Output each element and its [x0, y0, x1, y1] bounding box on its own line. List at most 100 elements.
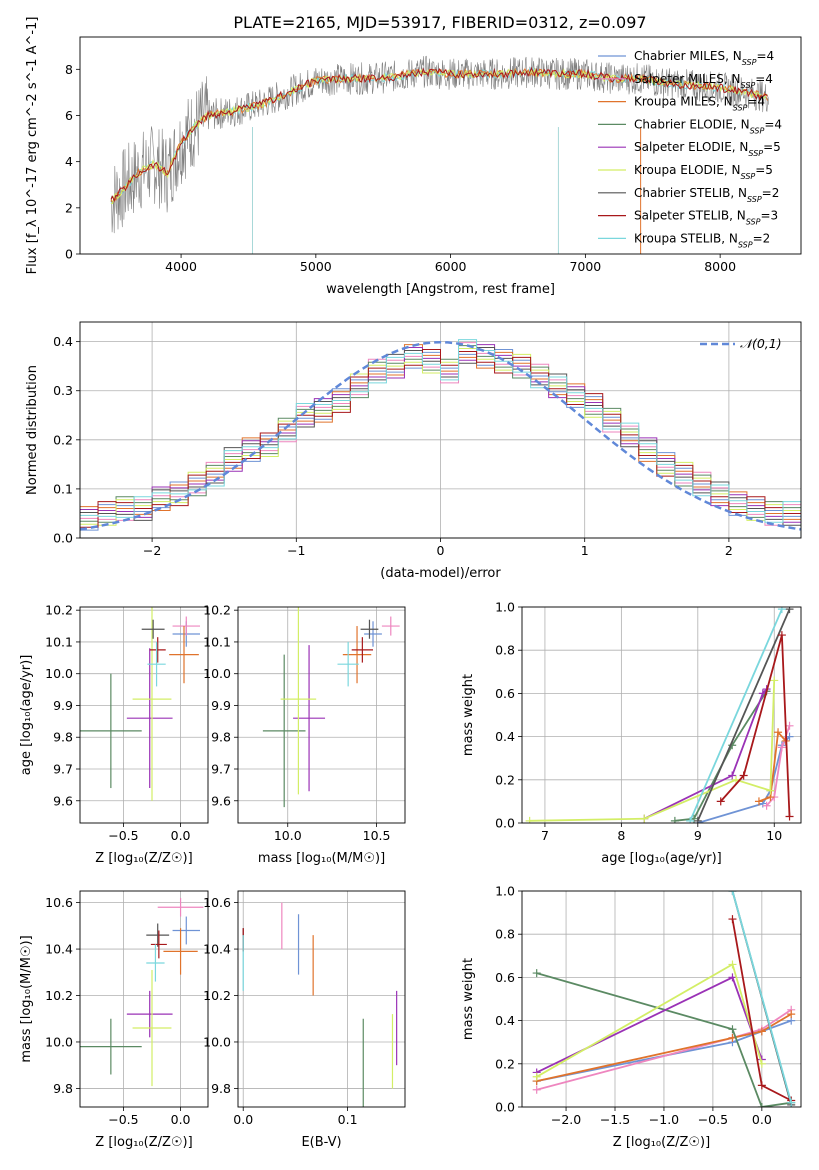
subplot-1: 4000 5000 6000 7000 8000 0 2 4 6 8 wavelength [Ang… [25, 17, 802, 297]
legend-entry-value: =3 [760, 209, 778, 223]
data-point [728, 1025, 737, 1034]
y-tick-label: 10.0 [203, 666, 231, 681]
y-tick-label: 6 [65, 108, 73, 123]
legend-entry-subscript: SSP [733, 103, 748, 112]
x-axis-label: wavelength [Angstrom, rest frame] [326, 282, 555, 297]
data-point [754, 797, 763, 806]
legend-entry: Salpeter MILES, NSSP=4 [634, 72, 773, 90]
data-point [728, 771, 737, 780]
subplot-3: −0.5 0.0 9.6 9.7 9.8 9.9 10.0 10.1 10.2 Z [log₁₀(… [19, 603, 209, 866]
data-point [532, 1072, 541, 1081]
mass-weight-line [536, 1009, 792, 1091]
gaussian-legend: 𝒩(0,1) [700, 336, 782, 351]
y-tick-label: 10.2 [45, 988, 73, 1003]
x-tick-label: −0.5 [108, 828, 138, 843]
mass-weight-line [720, 634, 791, 817]
y-tick-label: 10.1 [203, 634, 231, 649]
mass-weight-line [758, 730, 787, 803]
mass-weight-line [731, 891, 793, 1103]
y-axis-label: Flux [f_λ 10^-17 erg cm^-2 s^-1 A^-1] [25, 17, 40, 275]
plot-area [525, 607, 794, 823]
legend-entry-subscript: SSP [750, 126, 765, 135]
x-tick-label: −0.5 [108, 1112, 138, 1127]
legend-entry-value: =2 [753, 231, 771, 245]
data-point [757, 1081, 766, 1090]
mass-weight-line [689, 608, 783, 822]
legend-entry-name: Chabrier ELODIE, N [634, 117, 750, 131]
model-spectrum [111, 67, 768, 204]
mass-weight-line [529, 680, 776, 822]
plot-area [80, 339, 801, 538]
legend-entry-name: Salpeter STELIB, N [634, 209, 746, 223]
y-tick-label: 10.0 [45, 1034, 73, 1049]
y-tick-label: 9.8 [53, 730, 73, 745]
axes-frame [237, 890, 406, 1108]
legend-entry: Chabrier STELIB, NSSP=2 [634, 186, 779, 204]
y-tick-label: 0.4 [495, 729, 515, 744]
y-tick-label: 0.2 [53, 432, 73, 447]
axes-frame [79, 321, 802, 539]
y-tick-label: 9.6 [211, 793, 231, 808]
y-tick-label: 9.7 [211, 762, 231, 777]
data-point [777, 743, 786, 752]
x-tick-label: 0.0 [171, 828, 191, 843]
legend-entry-subscript: SSP [747, 194, 762, 203]
legend-entry: Salpeter STELIB, NSSP=3 [634, 209, 778, 227]
legend-entry-value: =5 [763, 140, 781, 154]
x-tick-label: −0.5 [698, 1112, 728, 1127]
data-point [766, 786, 775, 795]
data-point [770, 676, 779, 685]
data-point [777, 607, 786, 614]
x-tick-label: −2.0 [551, 1112, 581, 1127]
legend-entry-value: =4 [755, 72, 773, 86]
data-point [785, 721, 794, 730]
axes-frame [521, 890, 802, 1108]
y-tick-label: 4 [65, 154, 73, 169]
legend-entry-name: Kroupa MILES, N [634, 95, 733, 109]
data-point [670, 816, 679, 823]
x-tick-label: 0 [437, 543, 445, 558]
legend-entry-name: Salpeter ELODIE, N [634, 140, 748, 154]
y-tick-label: 0.0 [53, 531, 73, 546]
plot-area [242, 902, 398, 1107]
data-point [787, 1098, 796, 1107]
y-tick-label: 0 [65, 247, 73, 262]
legend-entry: Salpeter ELODIE, NSSP=5 [634, 140, 781, 158]
x-tick-label: 0.0 [233, 1112, 253, 1127]
y-tick-label: 10.2 [203, 988, 231, 1003]
x-tick-label: 7000 [569, 259, 601, 274]
x-tick-label: −1.5 [600, 1112, 630, 1127]
legend-entry: Chabrier MILES, NSSP=4 [634, 49, 774, 67]
x-tick-label: 7 [541, 828, 549, 843]
y-tick-label: 9.8 [53, 1081, 73, 1096]
x-tick-label: 4000 [165, 259, 197, 274]
y-axis-label: mass weight [461, 958, 476, 1040]
plot-area [110, 55, 769, 254]
x-tick-label: 10 [766, 828, 782, 843]
legend-entry-subscript: SSP [741, 172, 756, 181]
plot-area [532, 891, 796, 1107]
subplot-8: −2.0 −1.5 −1.0 −0.5 0.0 0.0 0.2 0.4 0.6 0.8 1.0 Z [… [461, 884, 802, 1150]
subplot-6: −0.5 0.0 9.8 10.0 10.2 10.4 10.6 Z [log₁₀(Z/Z☉)… [19, 890, 209, 1150]
legend-entry-value: =4 [747, 95, 765, 109]
y-axis-label: mass [log₁₀(M/M☉)] [19, 935, 34, 1062]
x-tick-label: 10.5 [363, 828, 391, 843]
legend-entry-name: Kroupa ELODIE, N [634, 163, 741, 177]
legend-entry: Kroupa ELODIE, NSSP=5 [634, 163, 773, 181]
data-point [785, 607, 794, 614]
y-tick-label: 0.2 [495, 772, 515, 787]
axes-frame [237, 606, 406, 824]
data-point [777, 631, 786, 640]
subplot-4: 10.0 10.5 9.6 9.7 9.8 9.9 10.0 10.1 10.2 mass [lo… [203, 603, 406, 866]
data-point [787, 1010, 796, 1019]
y-tick-label: 0.1 [53, 481, 73, 496]
legend-entry: Kroupa STELIB, NSSP=2 [634, 231, 770, 249]
data-point [757, 1103, 766, 1107]
x-tick-label: 0.0 [752, 1112, 772, 1127]
figure-title: PLATE=2165, MJD=53917, FIBERID=0312, z=0… [233, 13, 646, 32]
y-tick-label: 0.2 [495, 1056, 515, 1071]
y-tick-label: 9.7 [53, 762, 73, 777]
x-axis-label: (data-model)/error [380, 566, 501, 581]
legend-entry-subscript: SSP [748, 149, 763, 158]
